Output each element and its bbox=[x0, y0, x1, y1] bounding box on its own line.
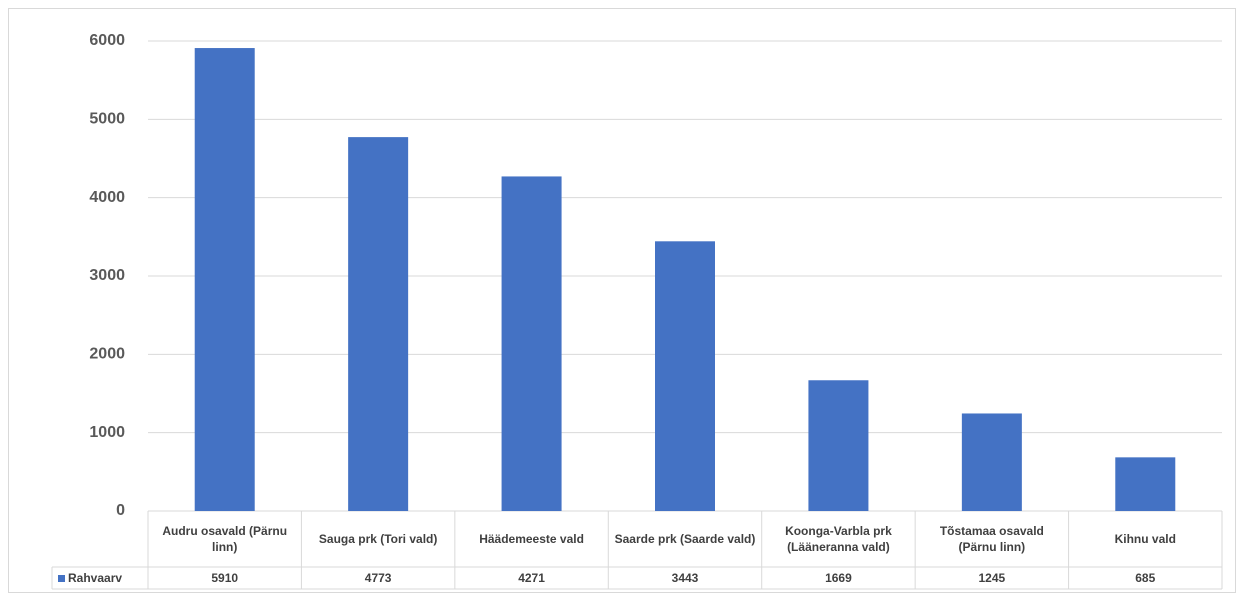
table-value: 5910 bbox=[148, 567, 301, 589]
bar bbox=[348, 137, 409, 512]
table-value: 685 bbox=[1069, 567, 1222, 589]
x-tick-label-text: Häädemeeste vald bbox=[479, 532, 584, 546]
chart-border bbox=[8, 8, 1236, 593]
table-value: 3443 bbox=[608, 567, 761, 589]
legend-entry: Rahvaarv bbox=[52, 567, 148, 589]
table-value: 4773 bbox=[301, 567, 454, 589]
x-tick-label: Kihnu vald bbox=[1069, 511, 1222, 567]
bar bbox=[655, 241, 715, 511]
table-value: 1669 bbox=[762, 567, 915, 589]
table-value-text: 4773 bbox=[364, 571, 392, 585]
y-tick-label: 6000 bbox=[89, 32, 125, 49]
x-tick-label-text: Saarde prk (Saarde vald) bbox=[614, 532, 756, 546]
x-tick-label: Häädemeeste vald bbox=[455, 511, 608, 567]
bar bbox=[1115, 457, 1176, 511]
table-value-text: 4271 bbox=[518, 571, 545, 585]
y-tick-label: 2000 bbox=[89, 346, 125, 363]
table-value: 4271 bbox=[455, 567, 608, 589]
x-tick-label-text: Kihnu vald bbox=[1114, 532, 1176, 546]
table-value-text: 1669 bbox=[825, 571, 852, 585]
bar bbox=[194, 48, 255, 512]
table-value: 1245 bbox=[915, 567, 1068, 589]
x-tick-label: Audru osavald (Pärnu linn) bbox=[148, 511, 301, 567]
y-tick-label: 3000 bbox=[89, 267, 125, 284]
y-tick-label: 4000 bbox=[89, 189, 125, 206]
table-value-text: 1245 bbox=[978, 571, 1006, 585]
table-value-text: 5910 bbox=[211, 571, 239, 585]
x-tick-label-text: Koonga-Varbla prk (Lääneranna vald) bbox=[785, 524, 892, 554]
table-value-text: 3443 bbox=[671, 571, 699, 585]
legend-key bbox=[58, 574, 65, 582]
y-tick-label: 1000 bbox=[89, 424, 125, 441]
bar bbox=[501, 176, 562, 511]
y-tick-label: 0 bbox=[116, 502, 125, 519]
table-value-text: 685 bbox=[1135, 571, 1156, 585]
bar bbox=[808, 380, 869, 511]
x-tick-label: Saarde prk (Saarde vald) bbox=[608, 511, 761, 567]
x-tick-label: Sauga prk (Tori vald) bbox=[301, 511, 454, 567]
x-tick-label-text: Tõstamaa osavald (Pärnu linn) bbox=[939, 524, 1044, 554]
bar bbox=[961, 413, 1022, 511]
y-tick-label: 5000 bbox=[89, 111, 125, 128]
x-tick-label-text: Sauga prk (Tori vald) bbox=[318, 532, 438, 546]
x-tick-label: Tõstamaa osavald (Pärnu linn) bbox=[915, 511, 1068, 567]
x-tick-label-text: Audru osavald (Pärnu linn) bbox=[162, 524, 288, 554]
legend-entry-text: Rahvaarv bbox=[68, 571, 123, 585]
x-tick-label: Koonga-Varbla prk (Lääneranna vald) bbox=[762, 511, 915, 567]
